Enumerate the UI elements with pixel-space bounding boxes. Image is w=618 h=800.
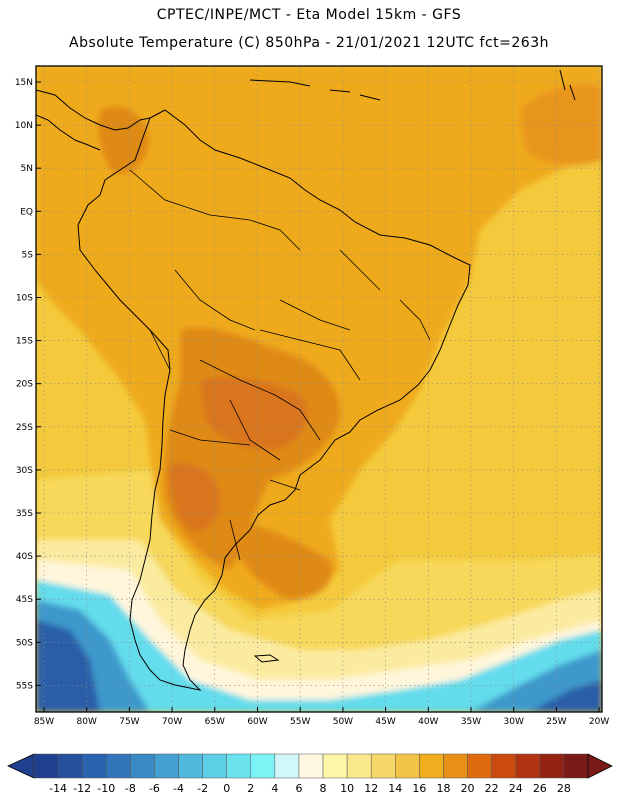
title-line-2: Absolute Temperature (C) 850hPa - 21/01/… <box>69 35 549 51</box>
lon-label: 35W <box>461 717 481 727</box>
colorbar-segment <box>130 753 155 779</box>
colorbar-label: 22 <box>485 782 499 795</box>
colorbar-segment <box>443 753 468 779</box>
colorbar-segment <box>563 753 589 779</box>
central-america-coastline <box>36 89 151 151</box>
coastlines <box>36 69 576 691</box>
lat-label: 45S <box>16 595 33 605</box>
colorbar-label: 28 <box>557 782 571 795</box>
lon-label: 85W <box>34 717 54 727</box>
colorbar-label: -6 <box>149 782 160 795</box>
lon-label: 25W <box>546 717 566 727</box>
lon-label: 60W <box>247 717 267 727</box>
colorbar-label: -4 <box>173 782 184 795</box>
colorbar-label: 18 <box>436 782 450 795</box>
field-hottest-chaco <box>200 376 308 450</box>
colorbar-under-arrow <box>7 753 35 779</box>
colorbar-segment <box>539 753 565 779</box>
lon-label: 70W <box>162 717 182 727</box>
lon-label: 65W <box>205 717 225 727</box>
lat-label: 35S <box>16 509 33 519</box>
falkland-islands <box>253 654 280 663</box>
lon-label: 80W <box>77 717 97 727</box>
south-america-coastline <box>77 109 471 691</box>
lat-label: 10N <box>15 121 33 131</box>
temperature-field <box>36 66 602 712</box>
lat-label: 20S <box>16 380 33 390</box>
colorbar-segment <box>106 753 131 779</box>
colorbar-segment <box>154 753 179 779</box>
lon-label: 55W <box>290 717 310 727</box>
colorbar-segment <box>346 753 372 779</box>
field-hot-southeast <box>235 520 333 600</box>
lat-label: 40S <box>16 552 33 562</box>
colorbar-label: 16 <box>412 782 426 795</box>
latitude-labels: 15N 10N 5N EQ 5S 10S 15S 20S 25S 30S 35S 40S 45S 50S 5… <box>15 78 41 691</box>
caribbean-islands <box>249 69 576 101</box>
field-blue-deep <box>36 620 602 712</box>
colorbar-label: -14 <box>49 782 67 795</box>
lon-label: 30W <box>504 717 524 727</box>
colorbar-label: 6 <box>295 782 302 795</box>
colorbar-segment <box>395 753 420 779</box>
colorbar-segment <box>33 753 59 779</box>
field-cyan <box>36 580 602 712</box>
colorbar-label: 14 <box>388 782 402 795</box>
colorbar-segment <box>81 753 107 779</box>
colorbar-label: 12 <box>364 782 378 795</box>
colorbar-label: -8 <box>125 782 136 795</box>
field-hottest-andes <box>169 463 221 531</box>
lat-label: 15N <box>15 78 33 88</box>
lon-label: 50W <box>333 717 353 727</box>
title-line-1: CPTEC/INPE/MCT - Eta Model 15km - GFS <box>156 7 462 23</box>
colorbar-segment <box>178 753 203 779</box>
colorbar-label: -10 <box>97 782 115 795</box>
colorbar-label: 20 <box>461 782 475 795</box>
field-north-andes-hot <box>98 106 150 174</box>
colorbar-label: -12 <box>73 782 91 795</box>
longitude-labels: 85W 80W 75W 70W 65W 60W 55W 50W 45W 40W 35W 30W 25W 2… <box>34 707 609 727</box>
colorbar-label: 8 <box>320 782 327 795</box>
colorbar-segment <box>202 753 227 779</box>
colorbar-segment <box>57 753 83 779</box>
lon-label: 20W <box>589 717 609 727</box>
colorbar-label: -2 <box>197 782 208 795</box>
colorbar-segment <box>419 753 444 779</box>
colorbar-segment <box>491 753 516 779</box>
colorbar-label: 26 <box>533 782 547 795</box>
lat-label: 5S <box>22 250 34 260</box>
colorbar-label: 24 <box>509 782 523 795</box>
lat-label: 25S <box>16 423 33 433</box>
colorbar-label: 0 <box>223 782 230 795</box>
field-atlantic-warm <box>520 84 602 166</box>
country-borders <box>129 169 431 561</box>
colorbar-over-arrow <box>587 753 613 779</box>
colorbar-segment <box>298 753 324 779</box>
colorbar: -14 -12 -10 -8 -6 -4 -2 0 2 4 6 8 10 12 14 16 18 20 22 24 26… <box>7 753 613 795</box>
colorbar-segment <box>250 753 276 779</box>
lat-label: 15S <box>16 337 33 347</box>
lat-label: 55S <box>16 681 33 691</box>
colorbar-segment <box>370 753 396 779</box>
lon-label: 75W <box>119 717 139 727</box>
lat-label: 5N <box>21 164 33 174</box>
lon-label: 40W <box>418 717 438 727</box>
lat-label: EQ <box>20 207 33 217</box>
lat-label: 10S <box>16 294 33 304</box>
map-frame <box>35 65 603 713</box>
lat-label: 50S <box>16 638 33 648</box>
colorbar-segment <box>515 753 541 779</box>
colorbar-segment <box>226 753 252 779</box>
colorbar-label: 2 <box>247 782 254 795</box>
colorbar-label: 4 <box>271 782 278 795</box>
colorbar-segment <box>274 753 300 779</box>
colorbar-segment <box>467 753 492 779</box>
colorbar-segment <box>322 753 348 779</box>
colorbar-label: 10 <box>340 782 354 795</box>
lat-label: 30S <box>16 466 33 476</box>
lon-label: 45W <box>375 717 395 727</box>
